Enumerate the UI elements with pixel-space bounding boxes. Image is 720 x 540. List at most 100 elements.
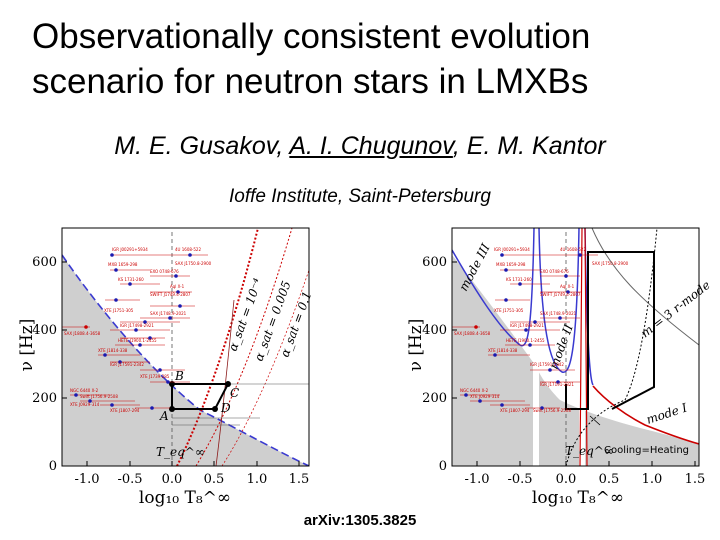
svg-text:IGR J17498-2921: IGR J17498-2921 (510, 323, 544, 328)
left-ytick-400: 400 (32, 323, 57, 338)
svg-text:EXO 0748-676: EXO 0748-676 (540, 269, 569, 274)
left-ytick-200: 200 (32, 391, 57, 406)
right-panel: T_eq^∞ mode III mode II mode I m = 3 r-m… (406, 227, 713, 508)
alpha-curve-0.005 (195, 228, 293, 466)
left-ytick-600: 600 (32, 255, 57, 270)
svg-text:Aql X-1: Aql X-1 (170, 284, 185, 289)
left-xtick: 0.0 (162, 472, 183, 487)
svg-text:XTE J0929-314: XTE J0929-314 (70, 402, 100, 407)
right-ytick-200: 200 (422, 391, 447, 406)
svg-text:EXO 0748-676: EXO 0748-676 (150, 269, 179, 274)
right-y-axis-label: ν [Hz] (406, 319, 426, 372)
svg-text:XTE J1751-305: XTE J1751-305 (494, 308, 524, 313)
left-panel: B C A D T_eq^∞ α_sat = 10⁻⁴ α_sat = 0.00… (17, 227, 314, 508)
left-xtick: 1.0 (247, 472, 268, 487)
right-x-axis-label: log₁₀ T₈^∞ (532, 488, 624, 508)
svg-text:NGC 6440 X-2: NGC 6440 X-2 (70, 388, 99, 393)
mode-II-curve (538, 228, 580, 373)
svg-text:KS 1731-260: KS 1731-260 (506, 277, 532, 282)
svg-text:XTE J1814-338: XTE J1814-338 (98, 348, 128, 353)
svg-text:HETE J1900.1-2455: HETE J1900.1-2455 (506, 338, 545, 343)
label-B: B (174, 369, 184, 383)
right-evolution-track (565, 251, 655, 410)
left-shaded-region (62, 255, 309, 466)
m3-rmode-curve (591, 228, 699, 346)
mode-I-label: mode I (645, 400, 689, 426)
left-teq-label: T_eq^∞ (156, 445, 205, 459)
label-A: A (159, 409, 169, 423)
slide-title: Observationally consistent evolution sce… (32, 17, 591, 101)
svg-text:MXB 1659-298: MXB 1659-298 (108, 262, 138, 267)
svg-text:IGR J17191-2821: IGR J17191-2821 (540, 382, 574, 387)
author-kantor: , E. M. Kantor (452, 132, 606, 160)
right-source-markers (452, 253, 598, 410)
m3-rmode-label: m = 3 r-mode (638, 278, 713, 341)
left-x-axis-label: log₁₀ T₈^∞ (139, 488, 231, 508)
left-xtick: -0.5 (117, 472, 142, 487)
mode-III-spike (533, 228, 539, 466)
left-y-axis-label: ν [Hz] (17, 319, 37, 372)
arxiv-reference: arXiv:1305.3825 (303, 512, 417, 529)
left-source-labels: 4U 1608-522 IGR J00291+5934 SAX J1750.8-… (64, 247, 212, 413)
svg-text:IGR J00291+5934: IGR J00291+5934 (112, 247, 148, 252)
svg-text:4U 1608-522: 4U 1608-522 (560, 247, 586, 252)
svg-text:XTE J1814-338: XTE J1814-338 (488, 348, 518, 353)
svg-text:SAX J1748.9-2021: SAX J1748.9-2021 (540, 311, 577, 316)
right-xtick: 0.0 (556, 472, 577, 487)
svg-text:XTE J1751-305: XTE J1751-305 (104, 308, 134, 313)
left-ytick-0: 0 (49, 459, 57, 474)
alpha-curve-1e-4 (176, 228, 259, 466)
cooling-arrow (589, 415, 601, 426)
svg-text:SAX J1748.9-2021: SAX J1748.9-2021 (150, 311, 187, 316)
svg-text:XTE J1807-294: XTE J1807-294 (500, 408, 530, 413)
right-axes-frame (451, 227, 700, 467)
svg-text:Swift J1756.9-2508: Swift J1756.9-2508 (80, 394, 118, 399)
svg-text:IGR J00291+5934: IGR J00291+5934 (494, 247, 530, 252)
right-xtick: -0.5 (507, 472, 532, 487)
right-ytick-400: 400 (422, 323, 447, 338)
right-xtick: -1.0 (464, 472, 489, 487)
mode-I-curve (592, 385, 699, 445)
svg-text:SAX J1808.4-3658: SAX J1808.4-3658 (454, 331, 491, 336)
right-source-labels: 4U 1608-522 IGR J00291+5934 SAX J1750.8-… (454, 247, 629, 413)
point-A (169, 406, 175, 412)
right-xtick: 0.5 (599, 472, 620, 487)
svg-text:SWIFT J1749.4-2807: SWIFT J1749.4-2807 (540, 292, 581, 297)
right-teq-label: T_eq^∞ (565, 444, 614, 458)
svg-text:IGR J17591-2342: IGR J17591-2342 (530, 362, 564, 367)
left-axes-frame (61, 227, 310, 467)
left-xtick: 1.5 (289, 472, 310, 487)
svg-text:HETE J1900.1-2455: HETE J1900.1-2455 (118, 338, 157, 343)
right-shaded-region (452, 255, 699, 466)
svg-text:Swift J1756.9-2508: Swift J1756.9-2508 (533, 408, 571, 413)
svg-text:SAX J1808.4-3658: SAX J1808.4-3658 (64, 331, 101, 336)
svg-text:KS 1731-260: KS 1731-260 (118, 277, 144, 282)
left-xtick: -1.0 (74, 472, 99, 487)
author-gusakov: M. E. Gusakov, (114, 132, 290, 160)
label-D: D (220, 401, 231, 415)
svg-text:Aql X-1: Aql X-1 (560, 284, 575, 289)
institution: Ioffe Institute, Saint-Petersburg (229, 186, 491, 207)
cooling-heating-curve (565, 228, 658, 466)
cooling-heating-label: Cooling=Heating (604, 445, 689, 456)
svg-text:XTE J0929-314: XTE J0929-314 (470, 394, 500, 399)
svg-text:4U 1608-522: 4U 1608-522 (175, 247, 201, 252)
svg-text:IGR J17498-2921: IGR J17498-2921 (120, 323, 154, 328)
left-xtick: 0.5 (204, 472, 225, 487)
point-C (225, 381, 231, 387)
right-xtick: 1.0 (642, 472, 663, 487)
left-window-boundary (62, 254, 309, 466)
svg-text:SAX J1750.8-2900: SAX J1750.8-2900 (175, 261, 212, 266)
point-D (212, 406, 218, 412)
right-ytick-0: 0 (439, 459, 447, 474)
svg-text:SAX J1750.8-2900: SAX J1750.8-2900 (592, 261, 629, 266)
label-C: C (230, 386, 239, 400)
right-ytick-600: 600 (422, 255, 447, 270)
left-source-markers (62, 253, 208, 410)
svg-text:IGR J17591-2342: IGR J17591-2342 (110, 362, 144, 367)
point-B (169, 381, 175, 387)
svg-text:NGC 6440 X-2: NGC 6440 X-2 (460, 388, 489, 393)
right-xtick: 1.5 (685, 472, 706, 487)
svg-text:XTE J1739-285: XTE J1739-285 (140, 374, 170, 379)
